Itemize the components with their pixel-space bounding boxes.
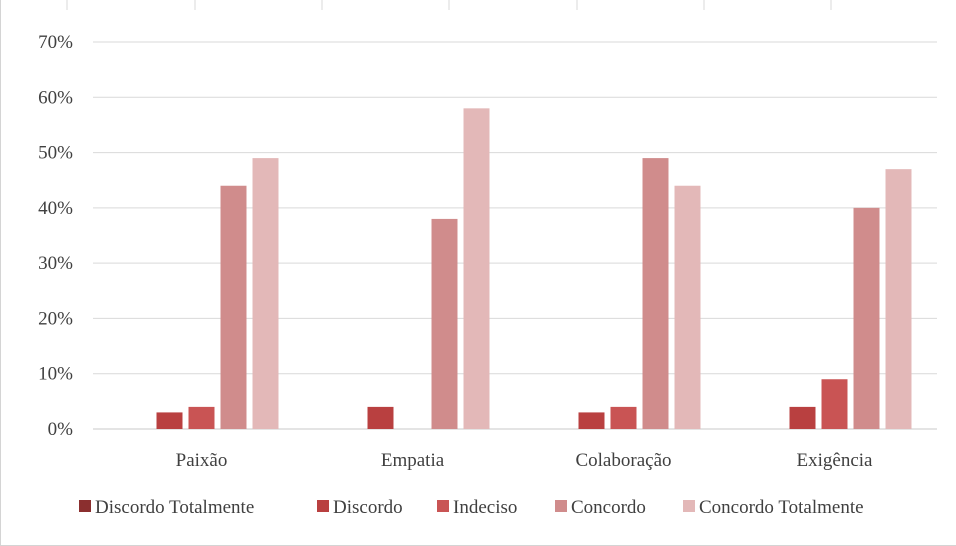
y-tick-label: 40% (38, 198, 73, 219)
legend-swatch (555, 500, 567, 512)
bar (821, 379, 848, 429)
legend-swatch (437, 500, 449, 512)
y-tick-label: 50% (38, 143, 73, 164)
x-category-label: Exigência (797, 450, 874, 471)
bar (188, 406, 215, 429)
bar (156, 412, 183, 429)
bar (642, 158, 669, 429)
legend-swatch (79, 500, 91, 512)
y-tick-label: 0% (48, 419, 74, 440)
legend-swatch (683, 500, 695, 512)
legend-label: Discordo Totalmente (95, 497, 254, 518)
legend-label: Indeciso (453, 497, 517, 518)
y-tick-label: 30% (38, 253, 73, 274)
bar (674, 185, 701, 429)
bar (610, 406, 637, 429)
bar (885, 169, 912, 429)
y-tick-label: 60% (38, 87, 73, 108)
legend-swatch (317, 500, 329, 512)
bar (578, 412, 605, 429)
y-tick-label: 20% (38, 308, 73, 329)
bar (367, 406, 394, 429)
bar (789, 406, 816, 429)
y-tick-label: 10% (38, 364, 73, 385)
x-category-label: Empatia (381, 450, 445, 471)
x-category-label: Colaboração (575, 450, 671, 471)
legend-label: Discordo (333, 497, 403, 518)
bars (156, 108, 912, 429)
bar (220, 185, 247, 429)
bar (431, 218, 458, 429)
legend-label: Concordo Totalmente (699, 497, 864, 518)
legend: Discordo Totalmente Discordo Indeciso Conco… (79, 497, 864, 518)
gridlines (93, 41, 937, 430)
y-axis-tick-labels: 0% 10% 20% 30% 40% 50% 60% 70% (38, 32, 73, 440)
bar (853, 207, 880, 429)
y-tick-label: 70% (38, 32, 73, 53)
x-category-label: Paixão (176, 450, 228, 471)
bar (252, 158, 279, 429)
bar (463, 108, 490, 429)
top-tick-marks (66, 0, 832, 10)
x-axis-category-labels: Paixão Empatia Colaboração Exigência (176, 450, 873, 471)
legend-label: Concordo (571, 497, 646, 518)
